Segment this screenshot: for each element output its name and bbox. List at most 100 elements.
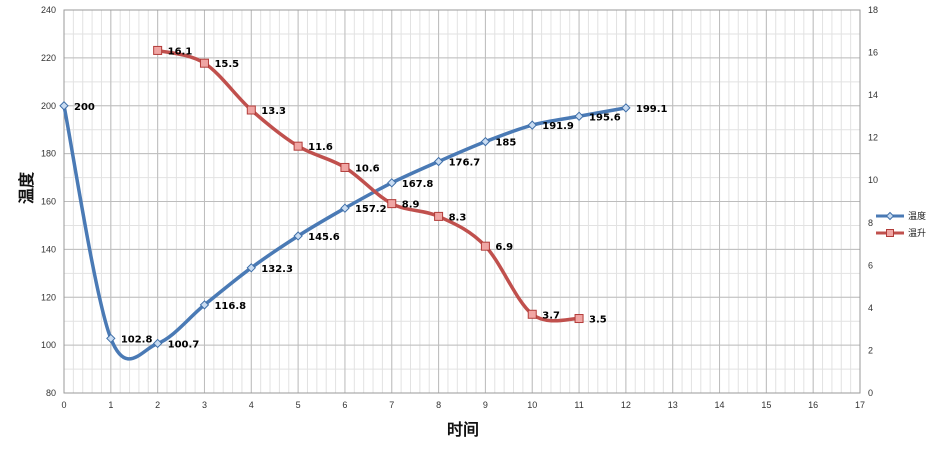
data-label-2: 8.9 <box>402 200 420 211</box>
x-tick-label: 1 <box>108 400 113 410</box>
point-marker-1 <box>433 156 444 167</box>
y-tick-label: 200 <box>41 101 56 111</box>
point-marker-2 <box>340 162 350 172</box>
point-marker-1 <box>527 120 537 130</box>
y-tick-label: 100 <box>41 340 56 350</box>
y-tick-label: 140 <box>41 244 56 254</box>
legend-label: 温升 <box>908 228 926 239</box>
data-labels-layer: 200 102.8 100.7 116.8 132.3 145.6 157.2 167.8 17… <box>74 46 668 350</box>
point-marker-2 <box>293 141 303 151</box>
x-tick-label: 4 <box>249 400 254 410</box>
data-label-1: 102.8 <box>121 334 153 345</box>
data-label-2: 11.6 <box>308 142 333 153</box>
data-label-2: 15.5 <box>214 59 239 70</box>
major-gridlines <box>63 9 861 394</box>
x-tick-label: 7 <box>389 400 394 410</box>
point-marker-2 <box>480 241 490 251</box>
y2-tick-label: 14 <box>868 90 878 100</box>
data-label-1: 132.3 <box>261 264 293 275</box>
point-marker-2 <box>527 309 537 319</box>
x-tick-label: 2 <box>155 400 160 410</box>
x-tick-label: 8 <box>436 400 441 410</box>
x-tick-label: 16 <box>808 400 818 410</box>
y-axis-title: 温度 <box>17 171 36 205</box>
x-tick-label: 11 <box>574 400 583 410</box>
point-marker-1 <box>387 178 397 188</box>
point-marker-1 <box>246 263 257 273</box>
y2-tick-label: 6 <box>868 260 873 270</box>
data-label-1: 199.1 <box>636 104 668 115</box>
plot-area-border <box>63 9 861 394</box>
point-marker-1 <box>574 111 584 121</box>
point-marker-2 <box>199 58 209 68</box>
right-axis-ticks: 0 2 4 6 8 10 12 14 16 18 <box>868 5 878 398</box>
x-axis-ticks: 0 1 2 3 4 5 6 7 8 9 10 11 12 13 14 15 16 17 <box>61 400 865 410</box>
y-tick-label: 220 <box>41 53 56 63</box>
series-layer <box>59 45 631 361</box>
data-label-2: 16.1 <box>168 46 193 57</box>
point-marker-2 <box>153 45 163 55</box>
x-tick-label: 9 <box>483 400 488 410</box>
data-label-1: 176.7 <box>449 158 481 169</box>
y-tick-label: 240 <box>41 5 56 15</box>
series-line-1 <box>62 104 628 361</box>
data-label-1: 100.7 <box>168 339 200 350</box>
point-marker-1 <box>340 203 350 213</box>
point-marker-1 <box>621 103 631 113</box>
data-label-2: 10.6 <box>355 163 380 174</box>
x-tick-label: 3 <box>202 400 207 410</box>
x-tick-label: 13 <box>668 400 678 410</box>
data-label-1: 185 <box>495 138 516 149</box>
y-tick-label: 160 <box>41 197 56 207</box>
data-label-1: 200 <box>74 102 95 113</box>
data-label-2: 3.5 <box>589 315 607 326</box>
x-tick-label: 5 <box>296 400 301 410</box>
data-label-2: 6.9 <box>495 242 513 253</box>
point-marker-1 <box>480 136 491 147</box>
data-label-1: 116.8 <box>214 301 246 312</box>
point-marker-2 <box>387 199 397 209</box>
point-marker-2 <box>434 211 444 221</box>
y2-tick-label: 0 <box>868 388 873 398</box>
left-axis-ticks: 80 100 120 140 160 180 200 220 240 <box>41 5 56 398</box>
y-tick-label: 180 <box>41 149 56 159</box>
y2-tick-label: 8 <box>868 218 873 228</box>
x-tick-label: 6 <box>342 400 347 410</box>
data-label-2: 8.3 <box>449 212 467 223</box>
x-tick-label: 10 <box>527 400 537 410</box>
y-tick-label: 120 <box>41 292 56 302</box>
data-label-2: 3.7 <box>542 310 560 321</box>
legend-marker <box>886 229 894 237</box>
y2-tick-label: 12 <box>868 133 878 143</box>
y2-tick-label: 2 <box>868 345 873 355</box>
point-marker-1 <box>293 231 303 241</box>
y2-tick-label: 4 <box>868 303 873 313</box>
data-label-1: 157.2 <box>355 204 387 215</box>
point-marker-1 <box>59 101 69 111</box>
x-tick-label: 12 <box>621 400 631 410</box>
legend-marker <box>885 211 895 221</box>
point-marker-2 <box>246 105 256 115</box>
legend-label: 温度 <box>908 210 926 222</box>
point-marker-1 <box>152 338 163 349</box>
data-label-1: 191.9 <box>542 121 574 132</box>
point-marker-1 <box>199 300 210 310</box>
data-label-2: 13.3 <box>261 106 286 117</box>
y2-tick-label: 10 <box>868 175 878 185</box>
point-marker-1 <box>106 333 116 344</box>
x-axis-title: 时间 <box>447 420 479 439</box>
point-marker-2 <box>574 314 584 324</box>
data-label-1: 167.8 <box>402 179 434 190</box>
x-tick-label: 17 <box>855 400 865 410</box>
x-tick-label: 0 <box>61 400 66 410</box>
y2-tick-label: 18 <box>868 5 878 15</box>
y-tick-label: 80 <box>46 388 56 398</box>
x-tick-label: 15 <box>761 400 771 410</box>
series-line-2 <box>155 48 581 323</box>
x-tick-label: 14 <box>715 400 725 410</box>
data-label-1: 145.6 <box>308 232 340 243</box>
y2-tick-label: 16 <box>868 48 878 58</box>
data-label-1: 195.6 <box>589 112 621 123</box>
